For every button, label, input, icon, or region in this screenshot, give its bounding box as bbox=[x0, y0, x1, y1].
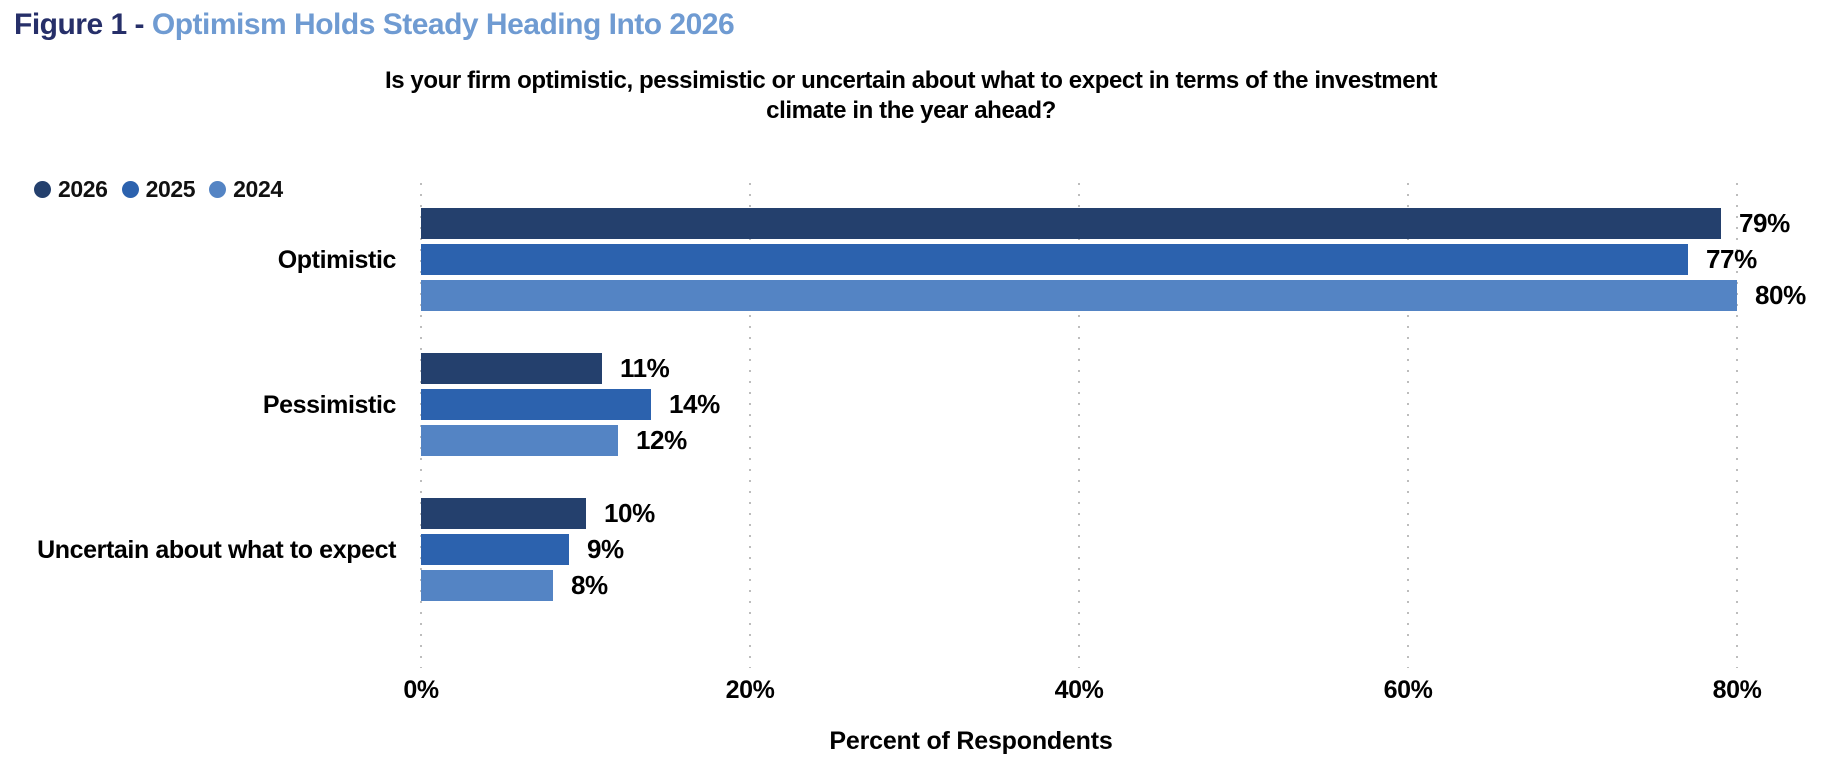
bar-2026 bbox=[421, 353, 602, 384]
x-tick-label: 60% bbox=[1383, 676, 1433, 704]
legend-label: 2025 bbox=[145, 176, 196, 202]
x-axis-title: Percent of Respondents bbox=[829, 727, 1113, 755]
legend: 2026 2025 2024 bbox=[34, 176, 283, 203]
legend-item-2025: 2025 bbox=[121, 176, 196, 203]
category-label: Optimistic bbox=[277, 245, 397, 274]
figure-title: Figure 1 - Optimism Holds Steady Heading… bbox=[14, 8, 735, 42]
gridline-40% bbox=[1078, 183, 1080, 668]
bar-2024 bbox=[421, 280, 1737, 311]
bar-value-label: 80% bbox=[1755, 280, 1806, 310]
bar-value-label: 10% bbox=[604, 498, 655, 528]
bar-2026 bbox=[421, 498, 586, 529]
gridline-60% bbox=[1407, 183, 1409, 668]
category-label: Pessimistic bbox=[262, 390, 397, 419]
legend-dot-icon bbox=[34, 181, 51, 198]
category-label: Uncertain about what to expect bbox=[37, 535, 396, 564]
bar-2025 bbox=[421, 389, 651, 420]
figure-number-label: Figure 1 - bbox=[14, 8, 145, 41]
bar-value-label: 12% bbox=[636, 425, 687, 455]
legend-dot-icon bbox=[209, 181, 227, 198]
legend-dot-icon bbox=[121, 181, 139, 198]
chart-question-line1: Is your firm optimistic, pessimistic or … bbox=[384, 67, 1438, 94]
chart-question-line2: climate in the year ahead? bbox=[766, 97, 1056, 124]
bar-2024 bbox=[421, 570, 553, 601]
bar-2025 bbox=[421, 244, 1688, 275]
x-tick-label: 80% bbox=[1712, 676, 1762, 704]
bar-2024 bbox=[421, 425, 618, 456]
bar-value-label: 77% bbox=[1706, 244, 1757, 274]
x-tick-label: 40% bbox=[1054, 676, 1104, 704]
bar-value-label: 11% bbox=[620, 353, 670, 383]
x-tick-label: 20% bbox=[725, 676, 775, 704]
bar-value-label: 14% bbox=[669, 389, 720, 419]
bar-value-label: 8% bbox=[571, 570, 608, 600]
bar-value-label: 9% bbox=[587, 534, 624, 564]
bar-2025 bbox=[421, 534, 569, 565]
legend-item-2026: 2026 bbox=[34, 176, 108, 203]
legend-label: 2026 bbox=[58, 176, 108, 202]
x-tick-label: 0% bbox=[403, 676, 439, 704]
legend-label: 2024 bbox=[233, 176, 283, 202]
bar-2026 bbox=[421, 208, 1721, 239]
gridline-80% bbox=[1736, 183, 1738, 668]
bar-value-label: 79% bbox=[1739, 208, 1790, 238]
gridline-20% bbox=[749, 183, 751, 668]
legend-item-2024: 2024 bbox=[209, 176, 283, 203]
figure-title-text: Optimism Holds Steady Heading Into 2026 bbox=[151, 8, 735, 41]
chart-question: Is your firm optimistic, pessimistic or … bbox=[311, 66, 1511, 126]
